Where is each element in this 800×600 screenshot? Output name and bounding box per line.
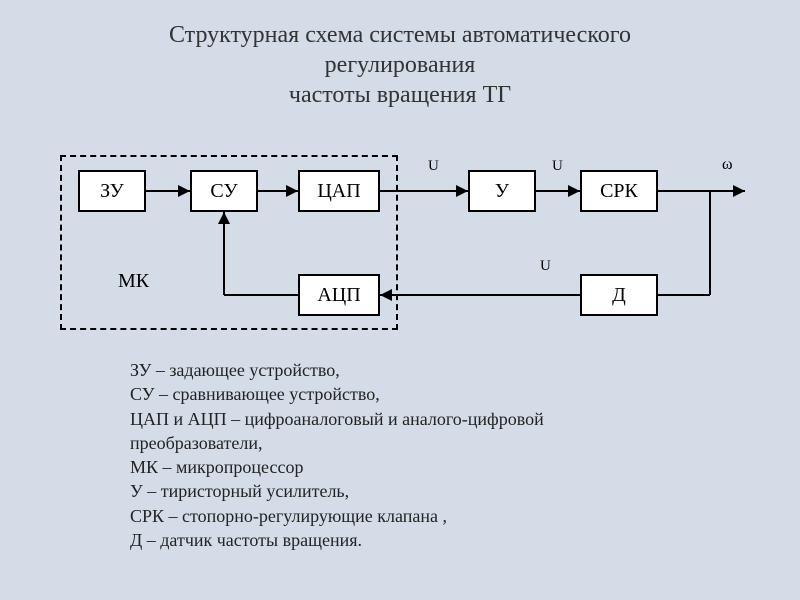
block-srk-label: СРК: [600, 180, 638, 203]
block-su-label: СУ: [210, 180, 237, 203]
title-line-1: Структурная схема системы автоматическог…: [0, 20, 800, 50]
page-title: Структурная схема системы автоматическог…: [0, 20, 800, 110]
legend-line: СРК – стопорно-регулирующие клапана ,: [130, 504, 544, 528]
legend-line: СУ – сравнивающее устройство,: [130, 382, 544, 406]
signal-u1: U: [428, 158, 439, 175]
legend-line: ЗУ – задающее устройство,: [130, 358, 544, 382]
block-su: СУ: [190, 170, 258, 212]
block-atsp-label: АЦП: [317, 284, 360, 307]
block-zu: ЗУ: [78, 170, 146, 212]
title-line-3: частоты вращения ТГ: [0, 80, 800, 110]
signal-u3: U: [540, 258, 551, 275]
block-d: Д: [580, 274, 658, 316]
legend-line: ЦАП и АЦП – цифроаналоговый и аналого-ци…: [130, 407, 544, 431]
block-srk: СРК: [580, 170, 658, 212]
mk-label: МК: [118, 270, 149, 293]
block-d-label: Д: [612, 284, 626, 307]
signal-u2: U: [552, 158, 563, 175]
legend-line: МК – микропроцессор: [130, 455, 544, 479]
legend-line: Д – датчик частоты вращения.: [130, 528, 544, 552]
block-u-label: У: [495, 180, 509, 203]
block-atsp: АЦП: [298, 274, 380, 316]
block-zu-label: ЗУ: [100, 180, 124, 203]
legend-line: преобразователи,: [130, 431, 544, 455]
legend: ЗУ – задающее устройство, СУ – сравниваю…: [130, 358, 544, 552]
block-tsap-label: ЦАП: [317, 180, 360, 203]
block-tsap: ЦАП: [298, 170, 380, 212]
block-u: У: [468, 170, 536, 212]
diagram-canvas: Структурная схема системы автоматическог…: [0, 0, 800, 600]
legend-line: У – тиристорный усилитель,: [130, 479, 544, 503]
signal-omega: ω: [722, 156, 733, 174]
title-line-2: регулирования: [0, 50, 800, 80]
